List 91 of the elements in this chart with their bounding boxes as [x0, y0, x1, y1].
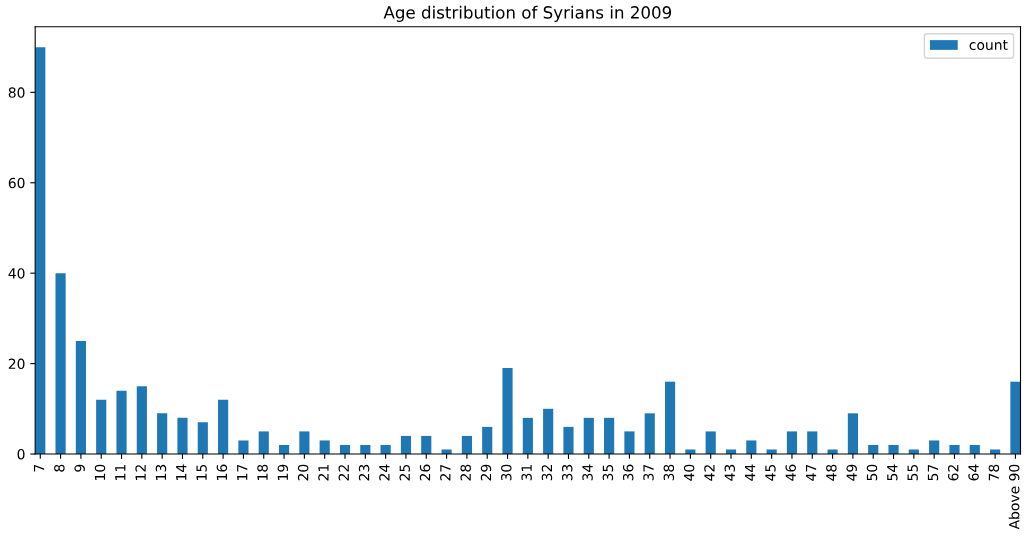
x-tick-label: 36 — [622, 464, 634, 481]
x-tick-label: 23 — [358, 464, 370, 481]
bar — [1010, 381, 1021, 455]
x-tick-label: 48 — [826, 464, 837, 481]
y-tick-label: 80 — [8, 87, 25, 98]
x-tick-label: Above 90 — [1008, 464, 1020, 530]
x-tick-label: 34 — [582, 464, 593, 481]
bar — [258, 431, 269, 455]
x-tick-label: 30 — [501, 464, 512, 481]
bar — [421, 435, 432, 455]
x-tick-label: 28 — [460, 464, 471, 481]
x-tick-label: 29 — [480, 464, 492, 481]
bar — [583, 417, 594, 455]
x-tick-label: 24 — [379, 464, 390, 481]
y-tick-label: 40 — [8, 268, 25, 279]
bar — [461, 435, 472, 455]
x-tick-label: 38 — [663, 464, 675, 481]
bar — [604, 417, 615, 455]
bar — [157, 413, 168, 455]
x-tick-label: 11 — [115, 465, 126, 480]
x-tick-label: 17 — [237, 464, 248, 480]
x-tick-label: 10 — [94, 464, 106, 480]
x-tick-label: 47 — [805, 464, 817, 481]
bar — [96, 399, 107, 455]
x-tick-label: 57 — [927, 464, 939, 481]
bar — [807, 431, 818, 455]
x-tick-label: 40 — [683, 464, 695, 481]
bar — [218, 399, 229, 455]
x-tick-label: 14 — [176, 464, 187, 480]
bar — [299, 431, 310, 455]
bar — [177, 417, 188, 455]
bar — [482, 426, 493, 455]
bar — [75, 340, 86, 455]
x-tick-label: 8 — [54, 464, 65, 472]
y-tick-label: 0 — [17, 448, 25, 460]
x-tick-label: 46 — [785, 464, 796, 481]
chart-title: Age distribution of Syrians in 2009 — [383, 5, 672, 22]
x-tick-label: 31 — [521, 465, 532, 481]
x-tick-label: 45 — [765, 464, 776, 481]
bar — [197, 422, 208, 455]
x-tick-label: 7 — [33, 464, 45, 472]
x-tick-label: 18 — [257, 464, 268, 480]
bar — [563, 426, 574, 455]
y-tick-label: 60 — [8, 177, 25, 189]
bar — [786, 431, 798, 455]
x-tick-label: 12 — [135, 465, 146, 480]
x-tick-label: 62 — [948, 465, 959, 481]
x-tick-label: 78 — [988, 464, 1000, 481]
bar — [319, 440, 330, 455]
x-tick-label: 22 — [338, 465, 349, 481]
x-tick-label: 55 — [907, 464, 918, 481]
x-tick-label: 25 — [399, 464, 410, 481]
bar — [664, 381, 676, 455]
bar — [116, 390, 127, 455]
x-tick-label: 43 — [724, 464, 736, 481]
bar — [705, 431, 716, 455]
x-tick-label: 26 — [419, 464, 431, 481]
x-tick-label: 15 — [196, 464, 207, 480]
x-tick-label: 54 — [887, 464, 898, 481]
x-tick-label: 49 — [846, 464, 857, 481]
bar — [502, 368, 513, 455]
bar — [929, 440, 940, 455]
x-tick-label: 19 — [277, 464, 289, 480]
bar — [136, 386, 147, 455]
x-tick-label: 35 — [602, 464, 614, 481]
x-tick-label: 32 — [541, 465, 553, 481]
legend-label: count — [969, 40, 1008, 51]
bar — [949, 444, 960, 455]
x-tick-label: 44 — [745, 464, 756, 481]
x-tick-label: 33 — [562, 464, 573, 481]
bar — [55, 273, 66, 455]
bar — [644, 413, 655, 455]
x-tick-label: 16 — [216, 464, 228, 480]
bar — [888, 444, 899, 455]
x-tick-label: 21 — [318, 465, 329, 481]
bar — [238, 440, 249, 455]
bar — [400, 435, 412, 455]
y-tick-label: 20 — [8, 358, 25, 370]
x-tick-label: 64 — [968, 464, 979, 481]
x-tick-label: 20 — [297, 464, 309, 481]
x-tick-label: 37 — [643, 464, 654, 481]
bar — [543, 408, 554, 455]
x-tick-label: 42 — [704, 465, 715, 481]
x-tick-label: 9 — [74, 464, 85, 472]
x-tick-label: 50 — [866, 464, 878, 481]
bar — [847, 413, 858, 455]
x-tick-label: 27 — [440, 464, 451, 481]
bar — [746, 440, 757, 455]
bar — [522, 417, 533, 455]
bar — [624, 431, 635, 455]
x-tick-label: 13 — [155, 464, 167, 480]
